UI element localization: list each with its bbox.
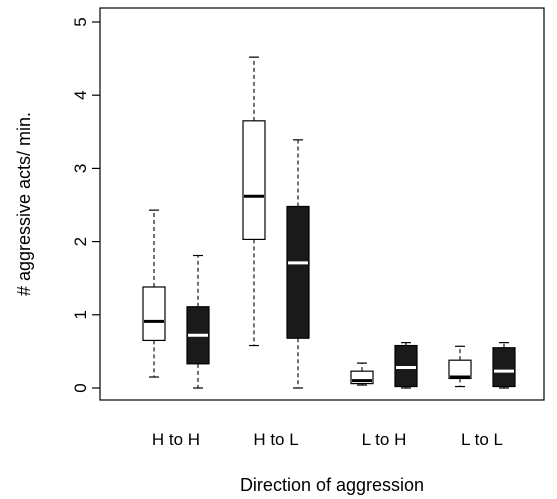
- plot-frame: [99, 7, 545, 401]
- box-iqr: [286, 205, 310, 339]
- y-tick-label: 0: [71, 383, 90, 392]
- box-2-2: [286, 139, 310, 389]
- x-tick-label: H to L: [253, 430, 298, 449]
- y-axis: 0 1 2 3 4 5: [71, 17, 100, 393]
- x-axis-title: Direction of aggression: [240, 475, 424, 495]
- box-series: [142, 56, 516, 389]
- x-tick-label: H to H: [152, 430, 200, 449]
- box-2-4: [492, 342, 516, 389]
- y-tick-label: 3: [71, 164, 90, 173]
- x-axis: H to H H to L L to H L to L: [152, 430, 503, 449]
- box-1-1: [142, 209, 166, 378]
- y-tick-label: 2: [71, 237, 90, 246]
- box-2-1: [186, 254, 210, 389]
- box-2-3: [394, 342, 418, 389]
- box-1-3: [350, 362, 374, 386]
- box-1-4: [448, 345, 472, 388]
- box-iqr: [142, 286, 166, 342]
- y-tick-label: 4: [71, 90, 90, 99]
- box-1-2: [242, 56, 266, 347]
- box-iqr: [492, 347, 516, 388]
- y-tick-label: 5: [71, 17, 90, 26]
- x-tick-label: L to H: [362, 430, 407, 449]
- y-axis-title: # aggressive acts/ min.: [14, 112, 34, 296]
- y-tick-label: 1: [71, 310, 90, 319]
- x-tick-label: L to L: [461, 430, 503, 449]
- box-iqr: [242, 120, 266, 241]
